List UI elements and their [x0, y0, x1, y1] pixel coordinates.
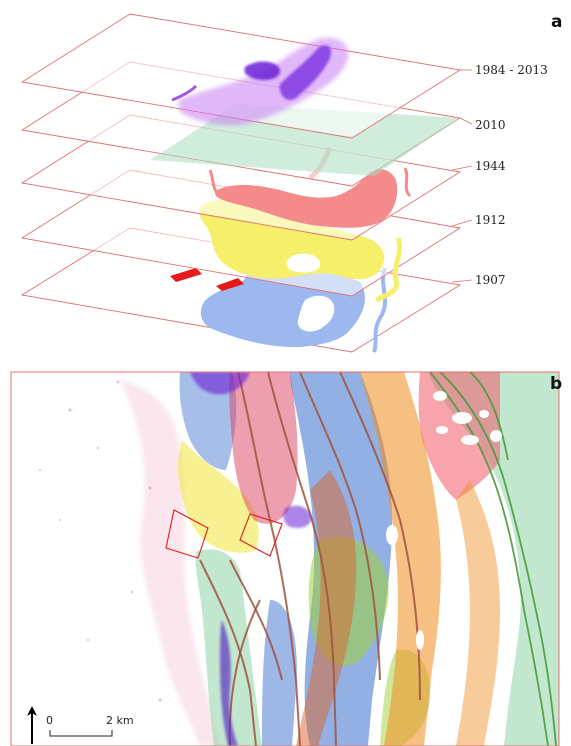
- layer-2010-label: 2010: [475, 118, 506, 132]
- panel-b-frame: [10, 371, 560, 746]
- layer-1907-label: 1907: [475, 273, 506, 287]
- layer-1907-red-marker-2: [216, 278, 244, 291]
- leader-lines: [451, 69, 473, 283]
- panel-a-letter: a: [551, 12, 562, 32]
- scale-bar: 0 2 km: [46, 714, 134, 737]
- map-islands: [386, 391, 502, 650]
- scale-bar-end: 2 km: [106, 714, 134, 727]
- panel-b: b 0 2 km: [10, 371, 562, 746]
- scale-bar-zero: 0: [46, 714, 53, 727]
- layer-1984-2013-water-core: [244, 61, 281, 80]
- layer-1912-label: 1912: [475, 213, 506, 227]
- map-1944-pink: [418, 372, 500, 500]
- layer-1944-label: 1944: [475, 159, 506, 173]
- layer-1944-river: [215, 169, 398, 228]
- layer-1907-island: [297, 295, 335, 332]
- panel-b-map: [11, 372, 559, 746]
- map-water-purple-top: [190, 372, 250, 395]
- map-water-purple-mid: [283, 505, 312, 528]
- map-site-outline-2: [239, 513, 283, 557]
- layer-1944-channel-3: [403, 167, 412, 198]
- north-arrow-icon: [27, 706, 37, 744]
- map-orange-band-2: [296, 470, 357, 746]
- map-site-outline-1: [165, 509, 209, 559]
- layer-1984-2013-water-haze: [178, 37, 349, 126]
- layer-1984-2013-water-main: [279, 45, 332, 101]
- map-orange-band-1: [360, 372, 441, 746]
- layer-1912-channel: [374, 237, 403, 303]
- layer-1912-gap: [286, 253, 321, 273]
- map-specks: [39, 380, 162, 702]
- layer-1907-red-marker-1: [170, 268, 202, 282]
- layer-1907-channel: [372, 267, 388, 353]
- map-orange-band-3: [456, 480, 500, 746]
- layer-1984-2013-channel: [171, 84, 198, 102]
- map-1907-blue-2: [179, 372, 237, 470]
- layer-1984-2013: 1984 - 2013: [20, 13, 548, 139]
- panel-b-letter: b: [550, 374, 562, 394]
- map-2010-right: [428, 372, 559, 746]
- map-1912-yellow: [178, 440, 259, 553]
- map-pink-haze: [120, 380, 220, 746]
- layer-1944-channel-2: [208, 169, 222, 198]
- map-water-purple-left: [220, 620, 238, 746]
- panel-a: a 1907 1912 1944: [20, 12, 562, 353]
- layer-1984-2013-label: 1984 - 2013: [475, 63, 548, 77]
- map-river-outlines: [199, 372, 421, 746]
